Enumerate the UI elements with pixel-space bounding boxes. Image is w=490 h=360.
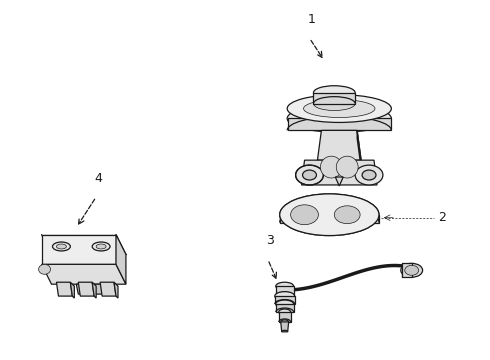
Ellipse shape [336,156,358,178]
Ellipse shape [287,95,392,122]
Ellipse shape [362,170,376,180]
Polygon shape [276,286,294,296]
Ellipse shape [334,206,360,224]
Ellipse shape [92,242,110,251]
Ellipse shape [295,165,323,185]
Polygon shape [76,284,103,294]
Ellipse shape [276,300,294,308]
Ellipse shape [279,309,291,315]
Polygon shape [288,118,391,130]
Polygon shape [318,130,361,160]
Ellipse shape [287,105,392,132]
Polygon shape [335,177,343,186]
Text: 3: 3 [266,234,274,247]
Polygon shape [71,282,74,298]
Ellipse shape [275,292,294,301]
Ellipse shape [96,244,106,249]
Polygon shape [100,282,116,296]
Polygon shape [42,264,126,284]
Polygon shape [92,282,96,298]
Ellipse shape [280,194,379,235]
Polygon shape [78,282,94,296]
Polygon shape [42,235,116,264]
Polygon shape [281,322,289,332]
Polygon shape [301,160,377,185]
Polygon shape [116,235,126,284]
Text: 1: 1 [308,13,316,26]
Polygon shape [402,264,412,277]
Polygon shape [275,296,294,304]
Polygon shape [276,304,294,312]
Polygon shape [314,93,355,104]
Ellipse shape [52,242,71,251]
Ellipse shape [276,282,294,290]
Ellipse shape [320,156,342,178]
Text: 4: 4 [94,172,102,185]
Ellipse shape [302,170,317,180]
Ellipse shape [291,205,318,225]
Polygon shape [279,312,291,322]
Ellipse shape [56,244,66,249]
Ellipse shape [39,264,50,274]
Ellipse shape [314,96,355,111]
Polygon shape [280,215,379,223]
Polygon shape [357,130,361,168]
Ellipse shape [405,265,418,275]
Polygon shape [114,282,118,298]
Text: 2: 2 [439,211,446,224]
Ellipse shape [280,194,379,235]
Ellipse shape [401,264,422,277]
Ellipse shape [303,100,375,117]
Ellipse shape [355,165,383,185]
Ellipse shape [314,86,355,100]
Polygon shape [56,282,73,296]
Ellipse shape [281,320,289,324]
